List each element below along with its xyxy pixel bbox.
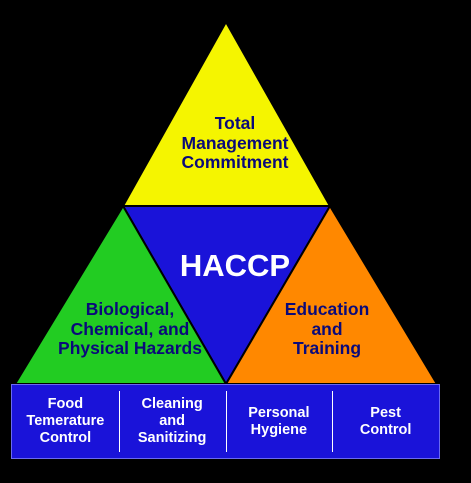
base-cell-food-temperature: Food Temerature Control (26, 396, 105, 446)
base-bar: Food Temerature Control Cleaning and San… (11, 384, 440, 459)
base-cell-pest-control: Pest Control (332, 385, 439, 458)
top-triangle (121, 19, 332, 207)
center-title: HACCP (179, 248, 291, 283)
base-cell-cleaning: Cleaning and Sanitizing (118, 385, 226, 458)
left-section-label: Biological, Chemical, and Physical Hazar… (58, 299, 202, 359)
right-section-label: Education and Training (284, 299, 370, 359)
base-cell-personal-hygiene: Personal Hygiene (225, 385, 333, 458)
top-section-label: Total Management Commitment (181, 113, 289, 173)
